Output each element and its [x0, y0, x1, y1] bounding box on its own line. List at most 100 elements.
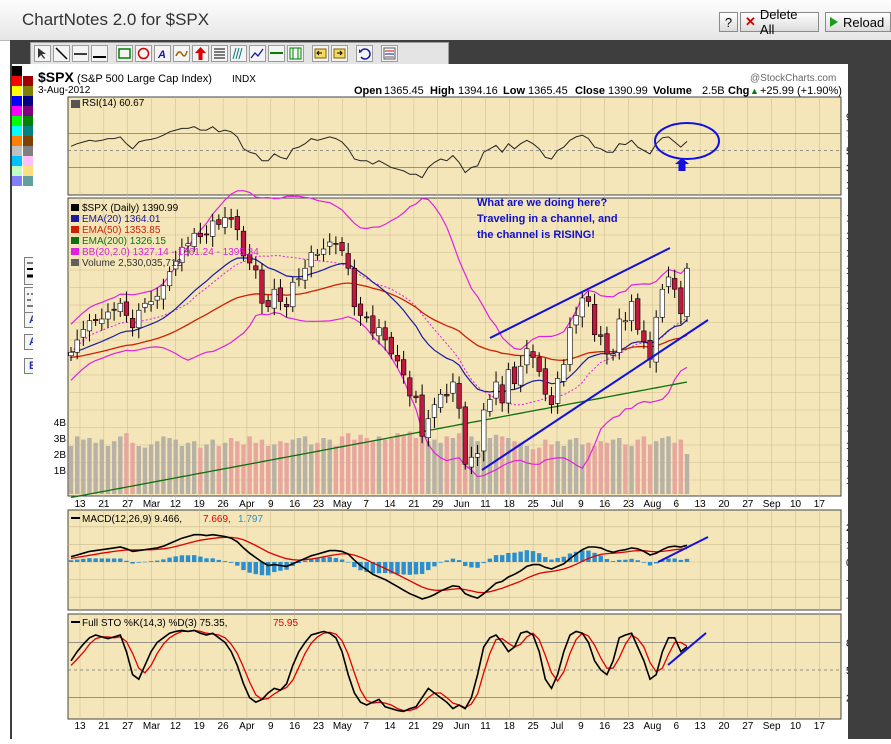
volume-bar	[296, 438, 302, 494]
date-tick-label: 9	[268, 721, 274, 732]
delete-all-button[interactable]: ✕ Delete All	[740, 7, 819, 37]
color-swatch[interactable]	[23, 86, 33, 96]
color-swatch[interactable]	[23, 126, 33, 136]
move-back-tool[interactable]	[312, 45, 329, 62]
cycle-lines-tool[interactable]	[287, 45, 304, 62]
properties-tool[interactable]	[381, 45, 398, 62]
volume-bar	[635, 439, 640, 494]
color-swatch[interactable]	[23, 136, 33, 146]
macd-histogram-bar	[198, 556, 203, 562]
volume-bar	[487, 438, 493, 494]
pointer-tool[interactable]	[34, 45, 51, 62]
volume-bar	[192, 441, 197, 494]
macd-histogram-bar	[450, 558, 456, 562]
volume-bar	[142, 447, 148, 494]
color-swatch[interactable]	[12, 166, 22, 176]
font-size-down-icon: A	[29, 336, 37, 348]
color-swatch[interactable]	[23, 156, 33, 166]
candle-down	[253, 265, 259, 271]
candle-up	[179, 246, 185, 263]
move-front-tool[interactable]	[331, 45, 348, 62]
high-value: 1394.16	[458, 85, 498, 97]
fibonacci-tool[interactable]	[211, 45, 228, 62]
color-swatch[interactable]	[23, 96, 33, 106]
macd-histogram-bar	[389, 562, 394, 574]
color-swatch[interactable]	[23, 76, 33, 86]
volume-bar	[475, 441, 480, 494]
macd-histogram-bar	[432, 562, 437, 567]
candle-down	[678, 287, 684, 315]
macd-histogram-bar	[419, 562, 425, 574]
macd-histogram-bar	[210, 558, 215, 562]
color-swatch[interactable]	[12, 86, 22, 96]
date-tick-label: 9	[578, 499, 584, 510]
line-tool[interactable]	[53, 45, 70, 62]
ellipse-icon	[137, 47, 150, 60]
candle-down	[370, 315, 376, 334]
speed-lines-tool[interactable]	[230, 45, 247, 62]
gridlines	[68, 97, 841, 719]
color-swatch[interactable]	[12, 76, 22, 86]
color-swatch[interactable]	[23, 106, 33, 116]
shadow-line-tool[interactable]	[91, 45, 108, 62]
color-swatch[interactable]	[12, 136, 22, 146]
help-button[interactable]: ?	[719, 12, 738, 32]
candle-down	[130, 317, 136, 329]
channel-tool[interactable]	[249, 45, 266, 62]
text-tool[interactable]: A	[154, 45, 171, 62]
volume-bar	[185, 442, 191, 494]
price-tick-label: 1310	[846, 406, 848, 417]
volume-bar	[481, 439, 486, 494]
macd-histogram-bar	[580, 550, 585, 562]
color-swatch[interactable]	[12, 156, 22, 166]
horizontal-line-tool[interactable]	[72, 45, 89, 62]
color-swatch[interactable]	[23, 146, 33, 156]
candle-down	[542, 368, 548, 395]
color-swatch[interactable]	[12, 176, 22, 186]
reload-button[interactable]: Reload	[825, 12, 891, 32]
date-tick-label: Apr	[239, 721, 255, 732]
candle-down	[277, 287, 284, 302]
sto-trend-line	[667, 632, 707, 666]
freehand-tool[interactable]	[173, 45, 190, 62]
candle-up	[622, 320, 628, 323]
color-swatch[interactable]	[12, 66, 22, 76]
date-tick-label: 23	[623, 499, 635, 510]
macd-histogram-bar	[438, 562, 443, 563]
volume-bar	[592, 446, 597, 494]
stock-chart[interactable]: $SPX (S&P 500 Large Cap Index) INDX 3-Au…	[33, 64, 869, 739]
color-swatch[interactable]	[12, 126, 22, 136]
chart-area[interactable]: $SPX (S&P 500 Large Cap Index) INDX 3-Au…	[33, 64, 869, 739]
volume-bar	[426, 441, 431, 494]
color-swatch[interactable]	[23, 116, 33, 126]
macd-histogram-bar	[561, 556, 566, 562]
date-tick-label: Sep	[763, 499, 781, 510]
volume-bar	[395, 433, 400, 494]
candle-down	[345, 253, 351, 269]
volume-bar	[666, 436, 671, 494]
date-tick-label: 6	[673, 499, 679, 510]
color-swatch[interactable]	[23, 176, 33, 186]
rectangle-tool[interactable]	[116, 45, 133, 62]
volume-bar	[198, 447, 203, 494]
color-swatch[interactable]	[12, 106, 22, 116]
color-swatch[interactable]	[23, 166, 33, 176]
color-swatch[interactable]	[12, 96, 22, 106]
undo-tool[interactable]	[356, 45, 373, 62]
ellipse-tool[interactable]	[135, 45, 152, 62]
volume-bar	[506, 438, 511, 494]
arrow-tool[interactable]	[192, 45, 209, 62]
date-tick-label: 7	[363, 499, 369, 510]
volume-bar	[567, 439, 573, 494]
color-swatch[interactable]	[12, 146, 22, 156]
volume-bar	[87, 438, 92, 494]
candle-up	[450, 381, 456, 394]
candle-down	[499, 384, 505, 404]
macd-histogram-bar	[592, 552, 597, 562]
color-swatch[interactable]	[23, 66, 33, 76]
volume-bar	[598, 441, 603, 494]
rsi-tick-label: 30	[846, 164, 848, 175]
price-label-tool[interactable]	[268, 45, 285, 62]
color-swatch[interactable]	[12, 116, 22, 126]
